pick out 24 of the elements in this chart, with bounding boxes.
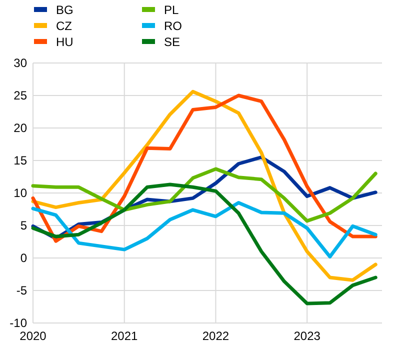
line-series [31, 167, 378, 223]
line-series [31, 201, 378, 258]
x-tick-label: 2022 [202, 329, 230, 343]
y-tick-label: 15 [14, 154, 28, 168]
x-tick-label: 2023 [294, 329, 321, 343]
legend-label: CZ [56, 19, 72, 33]
line-series [31, 90, 378, 282]
y-tick-label: -5 [16, 284, 28, 298]
line-series [31, 94, 378, 243]
legend-label: SE [164, 35, 180, 49]
x-tick-label: 2020 [20, 329, 47, 343]
y-tick-label: 5 [20, 218, 28, 233]
y-tick-label: 30 [14, 56, 28, 70]
y-tick-label: 0 [20, 251, 28, 266]
y-tick-label: 20 [14, 121, 28, 136]
legend-label: HU [56, 35, 74, 49]
y-tick-label: -10 [10, 316, 28, 330]
line-series [31, 182, 378, 306]
legend-label: RO [164, 19, 182, 33]
legend-label: PL [164, 3, 180, 17]
y-tick-label: 25 [14, 88, 28, 103]
x-tick-label: 2021 [111, 329, 138, 343]
legend-label: BG [56, 3, 74, 17]
y-tick-label: 10 [14, 186, 28, 200]
